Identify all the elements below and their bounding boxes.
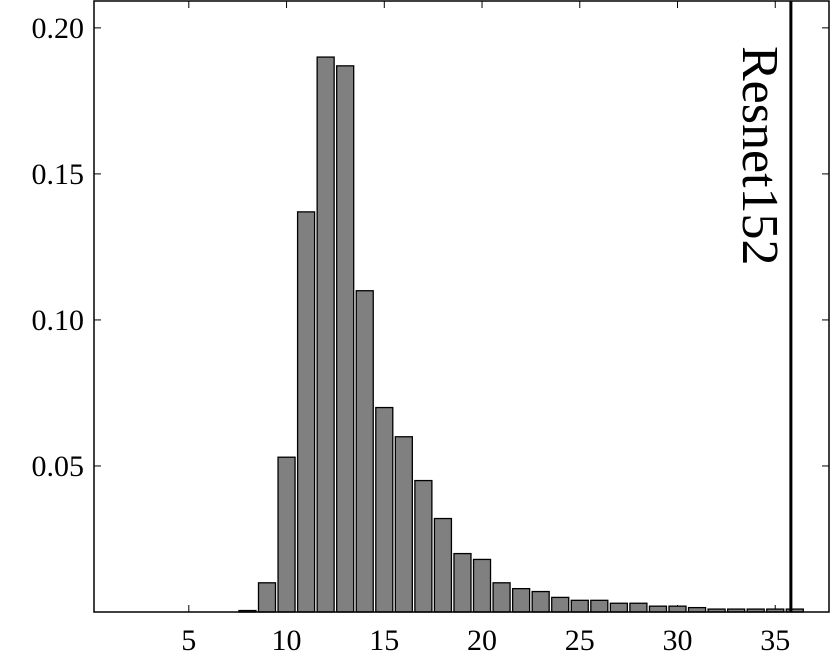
x-tick-label: 20 — [467, 624, 497, 657]
x-tick-label: 35 — [760, 624, 790, 657]
bar — [531, 590, 550, 613]
y-tick-label: 0.15 — [32, 158, 85, 191]
x-tick-label: 10 — [272, 624, 302, 657]
bar — [433, 517, 453, 613]
bar — [648, 605, 668, 613]
bar — [511, 587, 531, 613]
y-tick-label: 0.20 — [32, 12, 85, 45]
bar — [453, 552, 472, 613]
bar — [472, 558, 492, 613]
bar — [492, 582, 511, 613]
bar — [296, 211, 316, 613]
bar — [336, 65, 355, 613]
y-tick-label: 0.05 — [32, 450, 85, 483]
bar — [355, 290, 374, 613]
x-tick-label: 30 — [663, 624, 693, 657]
bar — [551, 596, 570, 613]
bar — [629, 602, 648, 613]
bar — [570, 599, 589, 613]
bar — [316, 56, 335, 613]
x-tick-label: 25 — [565, 624, 595, 657]
bar — [414, 479, 433, 613]
bar — [668, 605, 687, 613]
x-tick-label: 15 — [369, 624, 399, 657]
bar — [257, 582, 277, 613]
bar — [375, 406, 394, 613]
x-tick-label: 5 — [181, 624, 196, 657]
annotation-text: Resnet152 — [731, 46, 788, 266]
bar — [590, 599, 609, 613]
bar — [609, 602, 629, 613]
bar — [277, 456, 296, 613]
plot-frame — [93, 0, 830, 613]
y-tick-label: 0.10 — [32, 304, 85, 337]
bar — [394, 436, 413, 613]
